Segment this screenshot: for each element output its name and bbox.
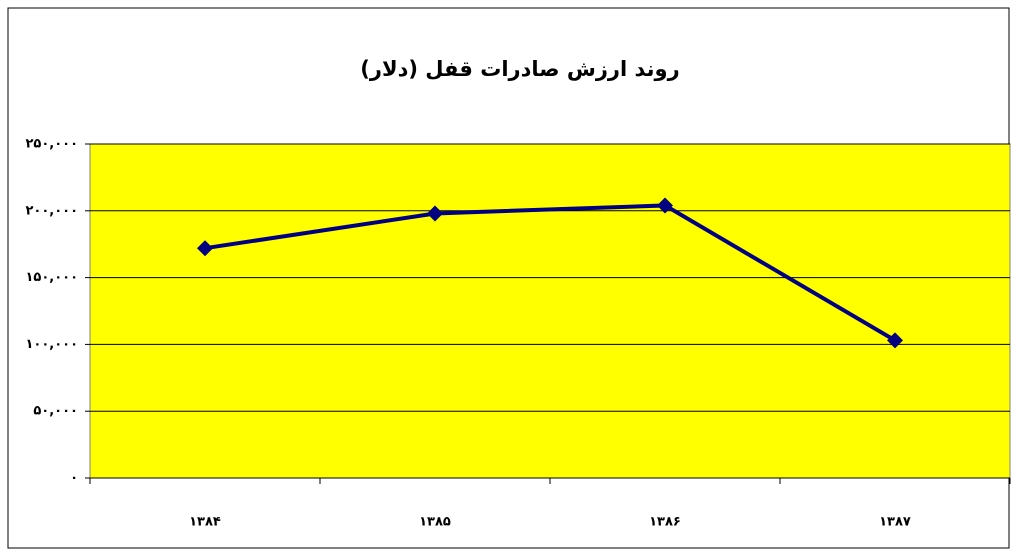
y-tick-label: ۲۵۰,۰۰۰ [25, 137, 78, 152]
marker [197, 240, 213, 257]
x-tick-label: ۱۳۸۶ [649, 515, 681, 530]
y-tick-label: ۵۰,۰۰۰ [33, 404, 78, 419]
y-tick-label: ۱۵۰,۰۰۰ [25, 270, 78, 285]
x-tick-label: ۱۳۸۷ [879, 515, 911, 530]
y-tick-label: ۲۰۰,۰۰۰ [25, 203, 78, 218]
y-tick-label: ۱۰۰,۰۰۰ [25, 337, 78, 352]
marker [887, 332, 903, 349]
marker [657, 197, 673, 214]
y-tick-label: ۰ [70, 471, 78, 486]
line [204, 203, 897, 343]
chart-title: روند ارزش صادرات قفل (دلار) [360, 57, 679, 81]
plot-area [89, 143, 1011, 479]
x-tick-label: ۱۳۸۵ [419, 515, 451, 530]
marker [427, 205, 443, 222]
x-tick-label: ۱۳۸۴ [189, 515, 221, 530]
